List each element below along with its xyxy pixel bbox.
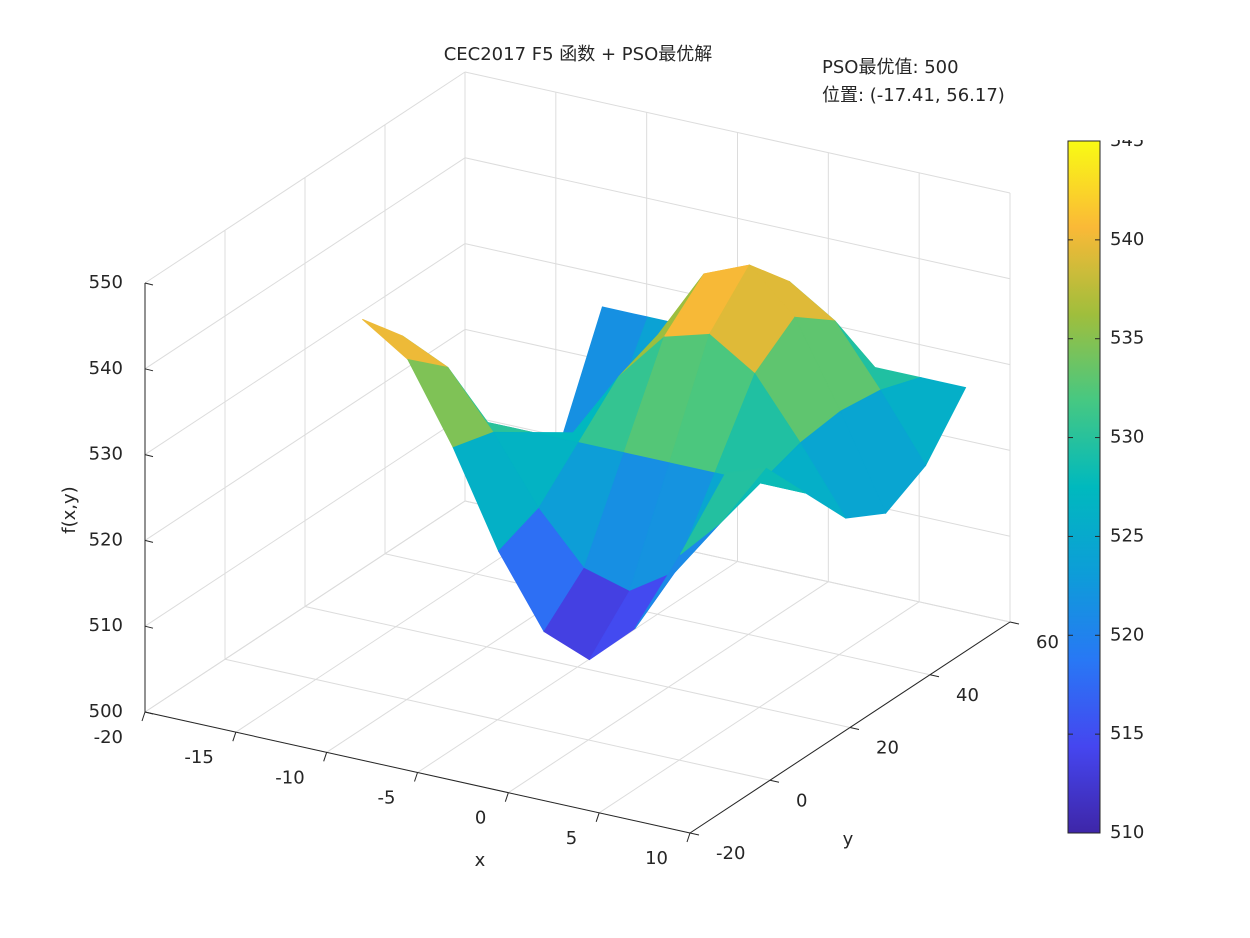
- grid-line: [304, 606, 851, 728]
- grid-line: [224, 658, 771, 781]
- z-tick: [144, 711, 154, 715]
- grid-line: [144, 414, 466, 627]
- grid-line: [144, 157, 466, 370]
- y-tick-label: 0: [796, 790, 807, 811]
- x-tick: [323, 752, 328, 762]
- chart-title: CEC2017 F5 函数 + PSO最优解: [444, 44, 713, 65]
- surface-patch: [362, 318, 448, 368]
- x-axis-label: x: [475, 850, 486, 871]
- x-tick-label: -5: [378, 788, 396, 809]
- grid-line: [144, 243, 466, 456]
- x-tick-label: 5: [566, 828, 577, 849]
- y-tick-label: 60: [1036, 632, 1059, 653]
- z-tick-label: 520: [89, 529, 123, 550]
- grid-line: [144, 500, 466, 713]
- annotation: 位置: (-17.41, 56.17): [822, 85, 1005, 106]
- z-tick-label: 530: [89, 444, 123, 465]
- surface-patch: [679, 467, 767, 555]
- colorbar-tick-label: 540: [1110, 229, 1144, 250]
- y-tick-label: 20: [876, 738, 899, 759]
- y-tick: [849, 727, 860, 730]
- colorbar-tick-label: 525: [1110, 525, 1144, 546]
- y-axis-label: y: [843, 829, 854, 850]
- x-tick-label: -15: [184, 747, 213, 768]
- x-tick: [504, 792, 509, 802]
- colorbar-tick-label: 545: [1110, 130, 1144, 151]
- colorbar-ticks: 510 515 520 525 530 535 540 545: [1068, 130, 1144, 843]
- colorbar-tick-label: 510: [1110, 822, 1144, 843]
- z-tick: [144, 454, 154, 458]
- x-tick: [232, 732, 237, 742]
- x-tick: [141, 711, 146, 722]
- colorbar-tick-label: 535: [1110, 328, 1144, 349]
- annotation: PSO最优值: 500: [822, 57, 959, 78]
- x-tick: [595, 812, 600, 822]
- z-tick-label: 510: [89, 615, 123, 636]
- surface-patch: [407, 358, 494, 449]
- x-tick-label: -20: [94, 727, 123, 748]
- colorbar-tick-label: 520: [1110, 624, 1144, 645]
- z-tick-label: 550: [89, 272, 123, 293]
- z-axis-label: f(x,y): [59, 486, 80, 533]
- z-tick: [144, 539, 154, 543]
- x-tick: [414, 772, 418, 782]
- x-tick-label: -10: [275, 767, 304, 788]
- y-tick: [1009, 621, 1020, 625]
- z-tick: [144, 625, 154, 629]
- y-tick: [929, 674, 940, 678]
- x-tick-label: 10: [645, 848, 668, 869]
- colorbar-tick-label: 515: [1110, 723, 1144, 744]
- z-tick: [144, 368, 154, 372]
- z-tick-label: 500: [89, 701, 123, 722]
- x-tick: [686, 832, 691, 843]
- grid-line: [144, 71, 466, 284]
- x-tick-label: 0: [475, 808, 486, 829]
- y-tick-label: -20: [716, 843, 745, 864]
- y-tick: [769, 779, 780, 783]
- grid-line: [464, 157, 1011, 280]
- y-tick-label: 40: [956, 685, 979, 706]
- colorbar-tick-label: 530: [1110, 427, 1144, 448]
- colorbar: [1067, 140, 1101, 834]
- y-tick: [689, 832, 700, 836]
- grid-line: [464, 71, 1011, 194]
- z-tick-label: 540: [89, 358, 123, 379]
- grid-line: [384, 553, 931, 676]
- z-tick: [144, 282, 154, 286]
